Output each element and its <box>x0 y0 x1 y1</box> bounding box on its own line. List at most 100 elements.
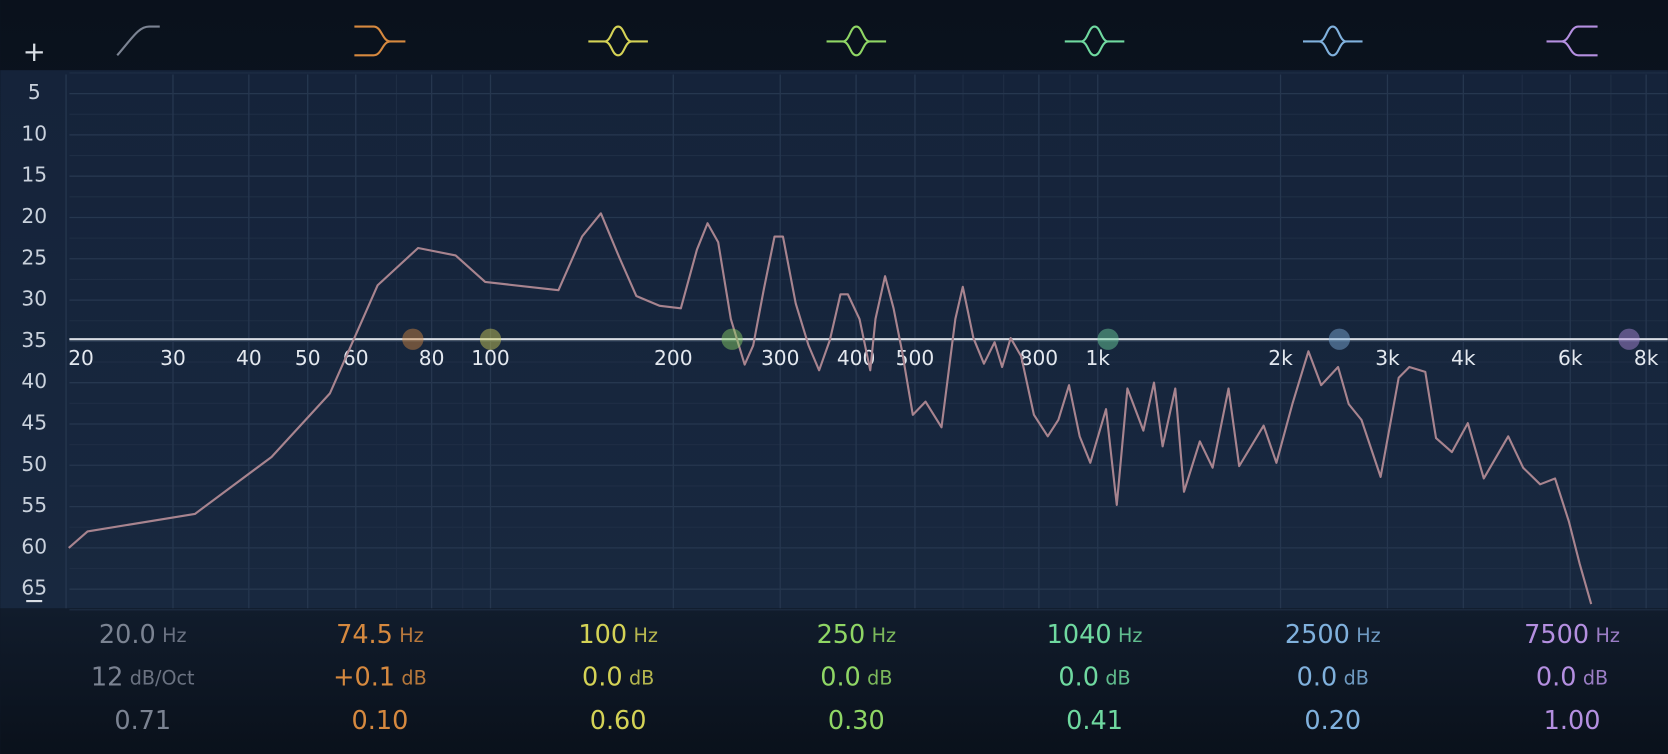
band-readout[interactable]: 0.41 <box>1066 706 1123 736</box>
y-tick-label: 55 <box>21 493 47 517</box>
readout-value: 250 <box>817 620 866 650</box>
readout-unit: Hz <box>1595 623 1619 646</box>
band-readout[interactable]: 0.60 <box>590 706 647 736</box>
band-node[interactable] <box>1618 328 1640 350</box>
x-tick-label: 100 <box>471 346 510 370</box>
readout-unit: dB/Oct <box>130 666 195 689</box>
x-tick-label: 20 <box>68 346 94 370</box>
readout-unit: Hz <box>1118 623 1142 646</box>
band-readout[interactable]: +0.1 dB <box>333 662 427 692</box>
readout-value: 20.0 <box>99 620 156 650</box>
readout-value: 74.5 <box>336 620 393 650</box>
readout-unit: dB <box>1344 666 1369 689</box>
x-tick-label: 80 <box>419 346 445 370</box>
readout-value: 0.0 <box>1536 662 1577 692</box>
readout-unit: Hz <box>162 623 186 646</box>
readout-unit: dB <box>629 666 654 689</box>
band-readout[interactable]: 7500 Hz <box>1524 620 1620 650</box>
band-readout[interactable]: 20.0 Hz <box>99 620 187 650</box>
x-tick-label: 30 <box>160 346 186 370</box>
band-readout[interactable]: 1.00 <box>1544 706 1601 736</box>
y-tick-label: 40 <box>21 369 47 393</box>
band-readout[interactable]: 0.0 dB <box>1536 662 1608 692</box>
x-tick-label: 2k <box>1268 346 1293 370</box>
readout-value: 1040 <box>1047 620 1112 650</box>
band-type-icon[interactable] <box>1064 25 1125 57</box>
readout-value: 0.0 <box>820 662 861 692</box>
band-readout[interactable]: 0.10 <box>351 706 408 736</box>
band-type-icon[interactable] <box>1302 25 1363 57</box>
band-readout[interactable]: 0.0 dB <box>1297 662 1369 692</box>
band-type-icon[interactable] <box>354 25 406 57</box>
x-tick-label: 6k <box>1558 346 1583 370</box>
band-type-icon[interactable] <box>1546 25 1598 57</box>
band-readout[interactable]: 2500 Hz <box>1285 620 1381 650</box>
readout-value: 100 <box>578 620 627 650</box>
readout-unit: Hz <box>872 623 896 646</box>
band-readout[interactable]: 0.0 dB <box>582 662 654 692</box>
plot <box>68 212 1593 605</box>
readout-value: 0.71 <box>114 706 171 736</box>
x-tick-label: 300 <box>761 346 800 370</box>
band-type-icon[interactable] <box>588 25 648 57</box>
readout-value: 12 <box>91 662 123 692</box>
readout-unit: Hz <box>1356 623 1380 646</box>
readout-value: 0.41 <box>1066 706 1123 736</box>
band-readout[interactable]: 74.5 Hz <box>336 620 424 650</box>
y-tick-label: 30 <box>21 287 47 311</box>
band-node[interactable] <box>721 328 743 350</box>
spectrum-line <box>68 212 1593 605</box>
y-tick-label: 60 <box>21 534 47 558</box>
x-tick-label: 40 <box>236 346 262 370</box>
readout-unit: dB <box>401 666 426 689</box>
x-tick-label: 1k <box>1085 346 1110 370</box>
readout-value: 0.60 <box>590 706 647 736</box>
band-readout[interactable]: 250 Hz <box>817 620 897 650</box>
readout-unit: Hz <box>633 623 657 646</box>
grid <box>65 72 1668 611</box>
band-node[interactable] <box>1097 328 1119 350</box>
y-tick-label: 15 <box>21 163 47 187</box>
y-tick-label: 10 <box>21 121 47 145</box>
y-tick-label: 50 <box>21 452 47 476</box>
readout-unit: dB <box>1583 666 1608 689</box>
readout-unit: Hz <box>399 623 423 646</box>
band-node[interactable] <box>479 328 502 350</box>
remove-band-button[interactable]: − <box>24 586 45 616</box>
band-readout[interactable]: 0.0 dB <box>820 662 892 692</box>
readout-value: 0.20 <box>1304 706 1361 736</box>
x-tick-label: 60 <box>343 346 369 370</box>
band-readout[interactable]: 0.71 <box>114 706 171 736</box>
readout-value: 2500 <box>1285 620 1350 650</box>
readout-value: 1.00 <box>1544 706 1601 736</box>
band-readout[interactable]: 0.0 dB <box>1058 662 1130 692</box>
band-readout[interactable]: 100 Hz <box>578 620 658 650</box>
readout-unit: dB <box>867 666 892 689</box>
band-readout[interactable]: 1040 Hz <box>1047 620 1143 650</box>
y-tick-label: 5 <box>28 80 41 104</box>
x-tick-label: 50 <box>295 346 321 370</box>
y-tick-label: 45 <box>21 410 47 434</box>
y-tick-label: 35 <box>21 328 47 352</box>
y-tick-label: 20 <box>21 204 47 228</box>
readout-unit: dB <box>1105 666 1130 689</box>
band-type-icon[interactable] <box>826 25 887 57</box>
band-readout[interactable]: 0.30 <box>828 706 885 736</box>
band-readout[interactable]: 12 dB/Oct <box>91 662 195 692</box>
add-band-button[interactable]: + <box>23 35 46 68</box>
band-node[interactable] <box>1328 328 1351 350</box>
readout-value: 7500 <box>1524 620 1589 650</box>
y-tick-label: 25 <box>21 245 47 269</box>
bands: 20.0 Hz 12 dB/Oct 0.71 74.5 Hz +0.1 dB 0.10 100 Hz 0… <box>91 25 1640 736</box>
readout-value: 0.0 <box>1058 662 1099 692</box>
x-tick-label: 8k <box>1634 346 1659 370</box>
x-tick-label: 200 <box>654 346 693 370</box>
x-tick-label: 4k <box>1451 346 1476 370</box>
x-tick-label: 3k <box>1375 346 1400 370</box>
band-readout[interactable]: 0.20 <box>1304 706 1361 736</box>
readout-value: 0.0 <box>1297 662 1338 692</box>
band-node[interactable] <box>402 328 424 350</box>
band-type-icon[interactable] <box>116 25 160 57</box>
